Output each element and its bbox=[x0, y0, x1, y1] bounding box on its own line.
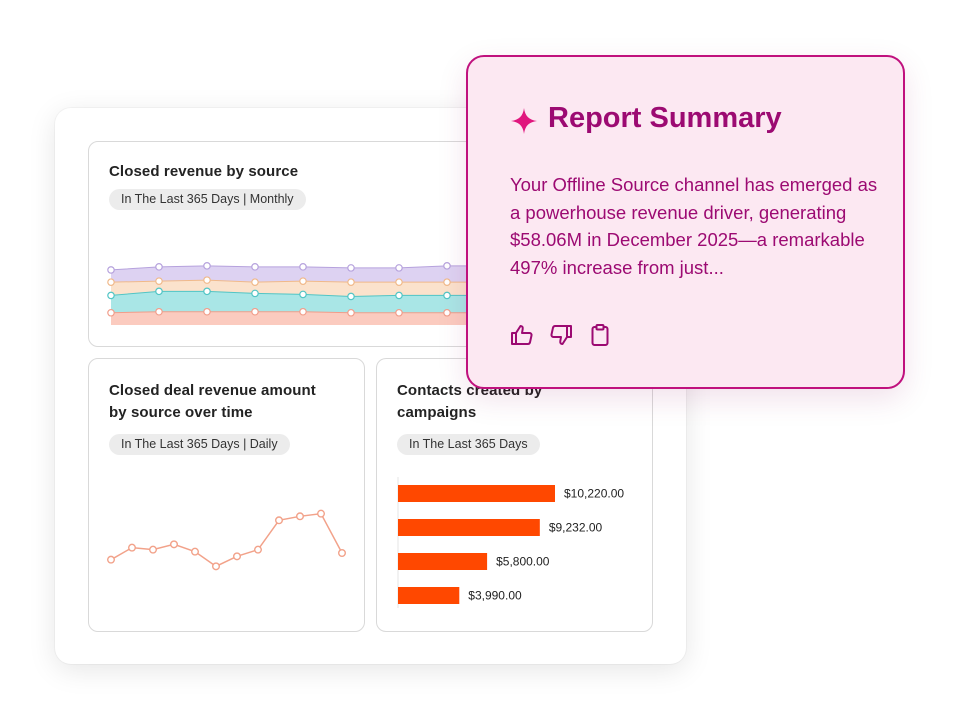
horizontal-bar-chart: $10,220.00 $9,232.00 $5,800.00 $3,990.00 bbox=[397, 476, 624, 608]
area-point bbox=[394, 291, 403, 299]
area-point bbox=[154, 307, 163, 316]
line-point bbox=[295, 511, 304, 520]
line-point bbox=[127, 543, 136, 552]
card-title: Closed revenue by source bbox=[109, 163, 299, 180]
date-filter-pill[interactable]: In The Last 365 Days bbox=[397, 434, 540, 455]
area-point bbox=[202, 275, 211, 284]
area-point bbox=[394, 277, 403, 286]
area-point bbox=[442, 261, 451, 270]
area-point bbox=[346, 277, 355, 286]
thumbs-down-icon[interactable] bbox=[549, 323, 573, 347]
line-point bbox=[274, 515, 283, 524]
line-point bbox=[148, 545, 157, 554]
area-point bbox=[106, 291, 115, 299]
area-point bbox=[250, 262, 259, 271]
area-point bbox=[154, 276, 163, 285]
bar-value-label: $5,800.00 bbox=[496, 554, 550, 568]
line-point bbox=[253, 545, 262, 554]
area-point bbox=[442, 308, 451, 317]
line-point bbox=[190, 547, 199, 556]
area-point bbox=[442, 291, 451, 299]
date-filter-pill[interactable]: In The Last 365 Days | Daily bbox=[109, 434, 290, 455]
bar-value-label: $9,232.00 bbox=[548, 520, 602, 534]
area-point bbox=[298, 262, 307, 271]
line-point bbox=[337, 548, 346, 557]
line-point bbox=[316, 509, 325, 518]
report-summary-popover: Report Summary Your Offline Source chann… bbox=[466, 55, 905, 389]
bar bbox=[397, 586, 459, 604]
card-title-line-1: Closed deal revenue amount bbox=[109, 382, 316, 399]
sparkle-icon bbox=[511, 108, 537, 134]
stacked-area-chart bbox=[106, 261, 491, 325]
area-point bbox=[106, 277, 115, 286]
area-point bbox=[250, 307, 259, 316]
date-filter-pill[interactable]: In The Last 365 Days | Monthly bbox=[109, 189, 306, 210]
summary-title: Report Summary bbox=[548, 102, 782, 134]
line-point bbox=[211, 561, 220, 570]
area-point bbox=[298, 307, 307, 316]
bar bbox=[397, 518, 540, 536]
contacts-campaigns-card[interactable]: Contacts created by campaigns In The Las… bbox=[376, 358, 653, 632]
series-line bbox=[110, 512, 343, 567]
area-point bbox=[250, 277, 259, 286]
area-point bbox=[154, 262, 163, 271]
area-point bbox=[394, 308, 403, 317]
line-chart bbox=[106, 509, 346, 570]
bar-value-label: $3,990.00 bbox=[468, 588, 522, 602]
area-point bbox=[154, 287, 163, 295]
thumbs-up-icon[interactable] bbox=[510, 323, 534, 347]
area-point bbox=[202, 287, 211, 295]
area-point bbox=[106, 308, 115, 317]
area-point bbox=[346, 292, 355, 300]
area-point bbox=[202, 261, 211, 270]
bar-value-label: $10,220.00 bbox=[564, 486, 624, 500]
clipboard-icon[interactable] bbox=[588, 323, 612, 347]
area-point bbox=[250, 289, 259, 297]
line-point bbox=[106, 555, 115, 564]
card-title-line-2: by source over time bbox=[109, 404, 253, 421]
area-point bbox=[394, 263, 403, 272]
revenue-by-source-card[interactable]: Closed revenue by source In The Last 365… bbox=[88, 141, 492, 347]
line-point bbox=[232, 551, 241, 560]
summary-body: Your Offline Source channel has emerged … bbox=[510, 174, 878, 278]
area-point bbox=[346, 263, 355, 272]
area-point bbox=[202, 307, 211, 316]
deal-revenue-card[interactable]: Closed deal revenue amount by source ove… bbox=[88, 358, 365, 632]
area-point bbox=[298, 276, 307, 285]
area-point bbox=[106, 265, 115, 274]
area-point bbox=[442, 277, 451, 286]
area-point bbox=[346, 308, 355, 317]
area-point bbox=[298, 290, 307, 298]
bar bbox=[397, 552, 487, 570]
line-point bbox=[169, 539, 178, 548]
card-title-line-2: campaigns bbox=[397, 404, 477, 421]
bar bbox=[397, 484, 555, 502]
